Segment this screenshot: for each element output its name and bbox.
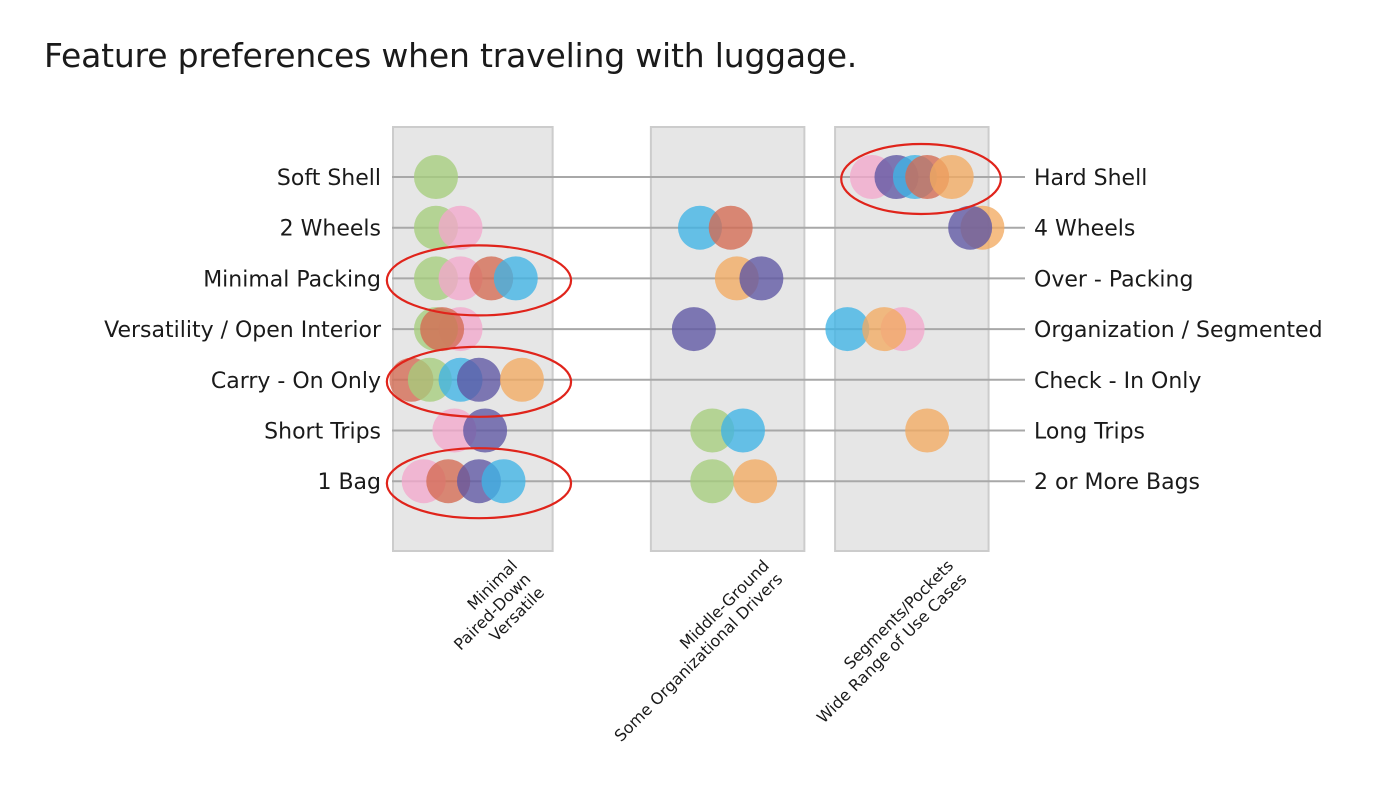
right-label: 4 Wheels bbox=[1034, 217, 1135, 242]
band-label-line: Wide Range of Use Cases bbox=[813, 569, 971, 727]
dot-purple bbox=[739, 256, 784, 301]
dot-orange bbox=[905, 408, 950, 453]
dot-blue bbox=[678, 205, 722, 250]
dot-green bbox=[413, 155, 458, 199]
dot-pink bbox=[438, 256, 483, 301]
band-label-line: Segments/Pockets bbox=[840, 556, 957, 673]
highlight-ellipse bbox=[840, 142, 1002, 216]
dot-red bbox=[420, 307, 465, 352]
dot-blue bbox=[825, 307, 870, 352]
highlight-ellipses bbox=[385, 142, 1002, 520]
dot-purple bbox=[948, 205, 993, 250]
dot-orange bbox=[929, 155, 974, 199]
left-label: Carry - On Only bbox=[211, 369, 381, 394]
right-label: Long Trips bbox=[1034, 420, 1145, 445]
dot-purple bbox=[456, 357, 501, 402]
dot-blue bbox=[493, 256, 538, 301]
highlight-ellipse bbox=[385, 345, 573, 418]
dot-red bbox=[426, 459, 471, 504]
dot-purple bbox=[671, 307, 716, 352]
left-label: Minimal Packing bbox=[203, 267, 381, 292]
right-label: Hard Shell bbox=[1034, 166, 1147, 191]
highlight-ellipse bbox=[385, 244, 573, 317]
dot-orange bbox=[862, 307, 907, 352]
dot-green bbox=[690, 408, 735, 453]
dot-pink bbox=[438, 205, 483, 250]
row-labels: Soft Shell Hard Shell 2 Wheels 4 Wheels Mini… bbox=[104, 166, 1322, 495]
dot-blue bbox=[481, 459, 526, 504]
highlight-ellipse bbox=[385, 447, 573, 520]
right-label: Organization / Segmented bbox=[1034, 318, 1323, 343]
dot-marks bbox=[389, 155, 1005, 504]
right-label: 2 or More Bags bbox=[1034, 470, 1200, 495]
left-label: Short Trips bbox=[264, 420, 381, 445]
dot-pink bbox=[432, 408, 477, 453]
left-label: Versatility / Open Interior bbox=[104, 318, 382, 343]
dot-orange bbox=[499, 357, 544, 402]
right-label: Check - In Only bbox=[1034, 369, 1201, 394]
dot-blue bbox=[720, 408, 765, 453]
left-label: 2 Wheels bbox=[280, 217, 381, 242]
chart-title: Feature preferences when traveling with … bbox=[44, 36, 858, 75]
dot-green bbox=[690, 459, 735, 504]
dot-red bbox=[708, 205, 753, 250]
band-label-line: Some Organizational Drivers bbox=[610, 569, 786, 745]
dot-green bbox=[407, 357, 452, 402]
left-label: 1 Bag bbox=[317, 470, 381, 495]
dot-purple bbox=[463, 408, 508, 453]
right-label: Over - Packing bbox=[1034, 267, 1193, 292]
dot-orange bbox=[733, 459, 778, 504]
left-label: Soft Shell bbox=[277, 166, 381, 191]
